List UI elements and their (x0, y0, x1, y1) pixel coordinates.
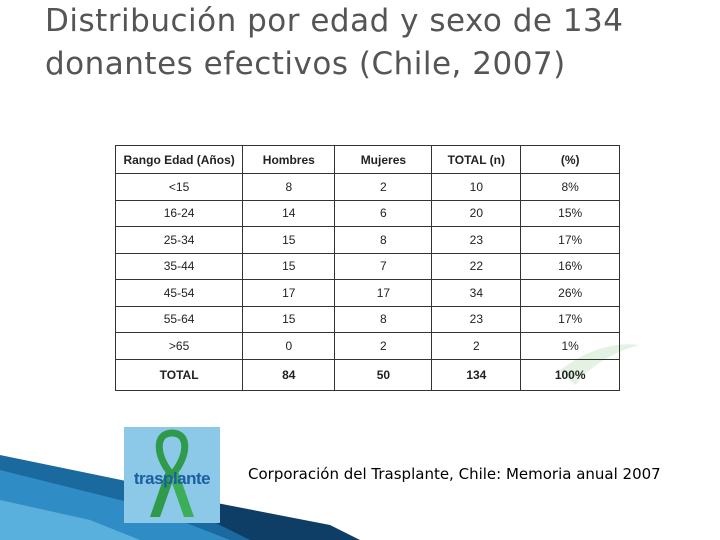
table-row: <15 8 2 10 8% (114, 173, 620, 201)
table-cell: 50 (334, 358, 433, 391)
table-cell: 15% (520, 199, 620, 227)
table-cell: <15 (114, 173, 244, 201)
column-header: Hombres (242, 145, 336, 174)
table-cell: 100% (520, 358, 620, 391)
table-cell: >65 (114, 332, 244, 360)
table-cell: 35-44 (114, 252, 244, 280)
table-cell: 23 (431, 226, 522, 254)
table-cell: 16% (520, 252, 620, 280)
table-cell: 23 (431, 305, 522, 333)
table-cell: 17% (520, 305, 620, 333)
table-cell: 2 (334, 332, 433, 360)
table-cell: 16-24 (114, 199, 244, 227)
table-cell: 6 (334, 199, 433, 227)
table-row: TOTAL 84 50 134 100% (114, 358, 620, 391)
table-cell: 8 (242, 173, 336, 201)
table-row: 25-34 15 8 23 17% (114, 226, 620, 254)
table-cell: 2 (431, 332, 522, 360)
table-cell: 26% (520, 279, 620, 307)
data-table: Rango Edad (Años) Hombres Mujeres TOTAL (n)… (114, 145, 620, 391)
column-header: (%) (520, 145, 620, 174)
table-cell: 15 (242, 226, 336, 254)
table-row: 16-24 14 6 20 15% (114, 199, 620, 227)
table-row: 35-44 15 7 22 16% (114, 252, 620, 280)
table-cell: 17 (334, 279, 433, 307)
table-cell: 134 (431, 358, 522, 391)
slide-title: Distribución por edad y sexo de 134 dona… (45, 3, 624, 82)
table-row: 45-54 17 17 34 26% (114, 279, 620, 307)
logo: trasplante (124, 427, 220, 523)
table-cell: 2 (334, 173, 433, 201)
table-cell: 15 (242, 305, 336, 333)
table-cell: 55-64 (114, 305, 244, 333)
table-cell: 17 (242, 279, 336, 307)
table-row: >65 0 2 2 1% (114, 332, 620, 360)
table-cell: 0 (242, 332, 336, 360)
table-cell: 8 (334, 305, 433, 333)
table-cell: 22 (431, 252, 522, 280)
table-cell: 45-54 (114, 279, 244, 307)
column-header: TOTAL (n) (431, 145, 522, 174)
table-cell: 20 (431, 199, 522, 227)
column-header: Rango Edad (Años) (114, 145, 244, 174)
table-cell: 14 (242, 199, 336, 227)
header-row: Rango Edad (Años) Hombres Mujeres TOTAL (n)… (114, 145, 620, 174)
table-cell: 34 (431, 279, 522, 307)
table-cell: 25-34 (114, 226, 244, 254)
table-row: 55-64 15 8 23 17% (114, 305, 620, 333)
table-cell: 84 (242, 358, 336, 391)
source-caption: Corporación del Trasplante, Chile: Memor… (248, 465, 661, 483)
table-cell: 17% (520, 226, 620, 254)
table-cell: 7 (334, 252, 433, 280)
table-cell: 1% (520, 332, 620, 360)
column-header: Mujeres (334, 145, 433, 174)
table-cell: 8 (334, 226, 433, 254)
table-cell: 15 (242, 252, 336, 280)
table-cell: TOTAL (114, 358, 244, 391)
ribbon (150, 429, 194, 517)
table-cell: 10 (431, 173, 522, 201)
logo-text: trasplante (133, 469, 211, 488)
table-cell: 8% (520, 173, 620, 201)
